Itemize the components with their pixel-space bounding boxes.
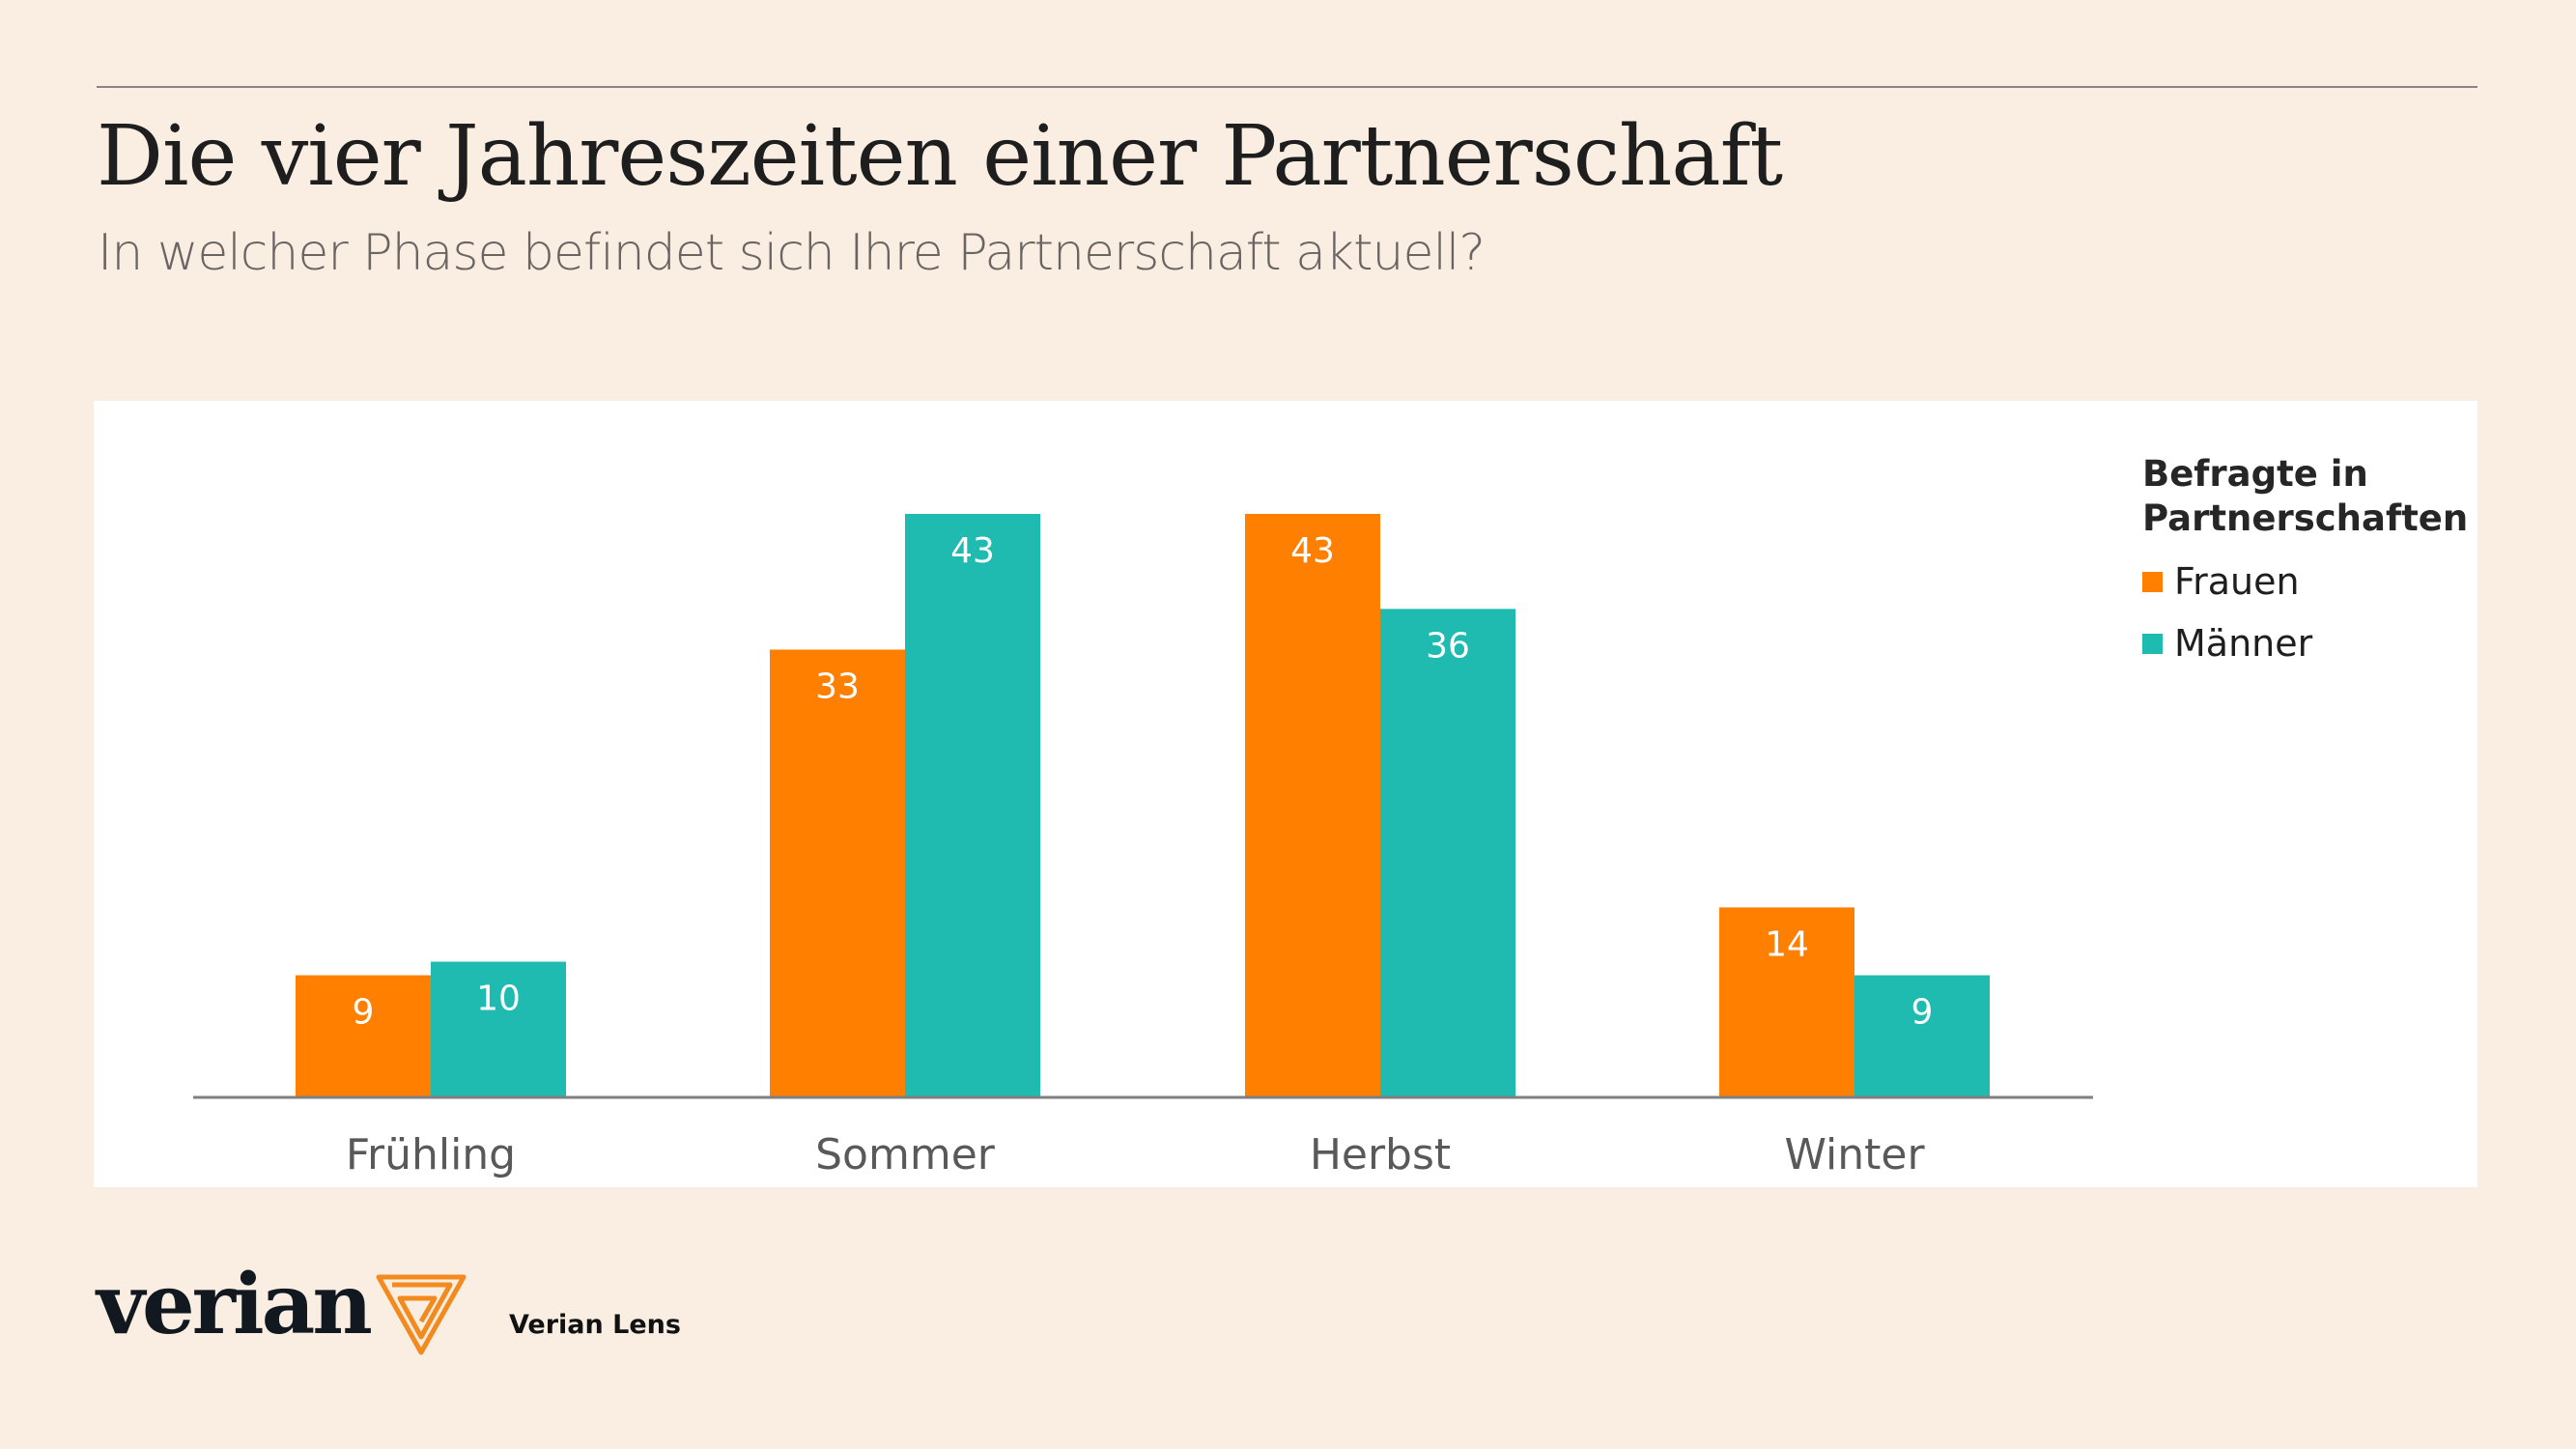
data-label: 9	[1911, 993, 1934, 1033]
x-tick-label: Herbst	[1310, 1130, 1451, 1179]
data-label: 14	[1765, 924, 1809, 964]
page-subtitle: In welcher Phase befindet sich Ihre Part…	[98, 224, 1486, 282]
bar-männer-2	[1380, 609, 1515, 1097]
bar-frauen-1	[770, 649, 905, 1097]
legend-item-maenner: Männer	[2142, 622, 2451, 665]
x-tick-label: Frühling	[346, 1130, 516, 1179]
bar-männer-0	[431, 961, 566, 1097]
page-title: Die vier Jahreszeiten einer Partnerschaf…	[97, 108, 1783, 205]
legend-label-maenner: Männer	[2174, 622, 2313, 665]
x-tick-label: Winter	[1784, 1130, 1925, 1179]
legend-title: Befragte in Partnerschaften	[2142, 453, 2469, 539]
data-label: 43	[1290, 531, 1335, 571]
data-label: 36	[1426, 626, 1470, 666]
verian-logo-mark-icon	[376, 1274, 467, 1355]
data-label: 9	[353, 993, 375, 1033]
bar-frauen-0	[296, 975, 431, 1097]
legend-swatch-maenner	[2142, 633, 2163, 654]
product-name: Verian Lens	[509, 1310, 681, 1340]
verian-logo: verian	[97, 1256, 373, 1353]
legend-swatch-frauen	[2142, 571, 2163, 592]
bar-männer-1	[905, 514, 1040, 1097]
x-tick-label: Sommer	[815, 1130, 996, 1179]
legend-label-frauen: Frauen	[2174, 560, 2300, 603]
data-label: 43	[950, 531, 995, 571]
bar-männer-3	[1854, 975, 1990, 1097]
legend-item-frauen: Frauen	[2142, 560, 2451, 603]
top-rule	[97, 86, 2477, 88]
bar-frauen-3	[1719, 907, 1854, 1097]
bar-frauen-2	[1245, 514, 1380, 1097]
legend: Befragte in Partnerschaften Frauen Männe…	[2142, 452, 2469, 665]
data-label: 10	[476, 980, 521, 1019]
data-label: 33	[815, 667, 860, 706]
